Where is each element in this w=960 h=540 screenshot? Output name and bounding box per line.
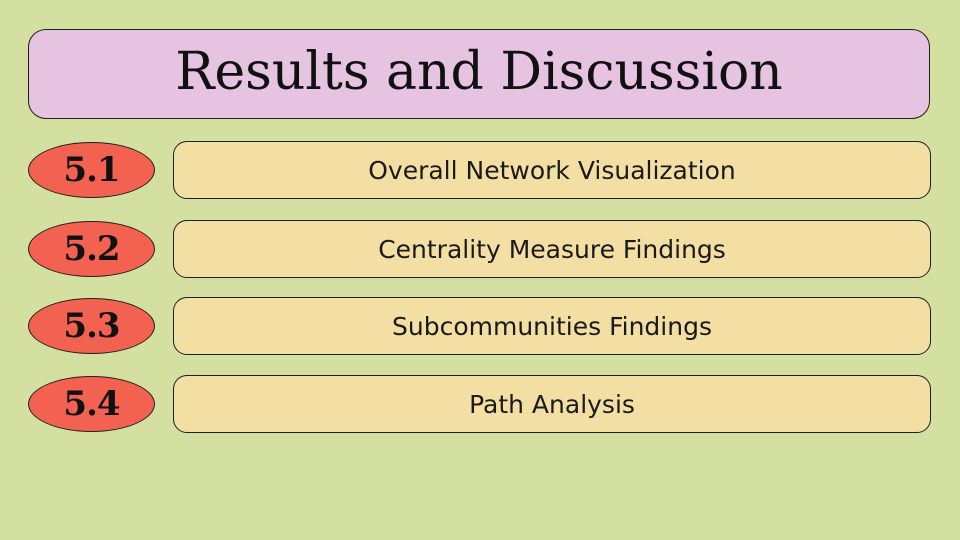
section-number-badge: 5.3	[28, 298, 155, 354]
section-number: 5.1	[63, 150, 120, 190]
section-label: Subcommunities Findings	[392, 311, 712, 341]
section-number-badge: 5.2	[28, 221, 155, 277]
agenda-item-5-1: 5.1 Overall Network Visualization	[0, 141, 960, 199]
section-number-badge: 5.1	[28, 142, 155, 198]
agenda-item-5-3: 5.3 Subcommunities Findings	[0, 297, 960, 355]
section-label-box: Subcommunities Findings	[173, 297, 931, 355]
section-number: 5.4	[63, 384, 120, 424]
section-label: Overall Network Visualization	[368, 155, 736, 185]
section-label: Centrality Measure Findings	[378, 234, 726, 264]
section-label-box: Path Analysis	[173, 375, 931, 433]
slide-title: Results and Discussion	[175, 42, 783, 102]
section-label-box: Overall Network Visualization	[173, 141, 931, 199]
section-number: 5.3	[63, 306, 120, 346]
section-number-badge: 5.4	[28, 376, 155, 432]
section-label: Path Analysis	[469, 389, 635, 419]
section-number: 5.2	[63, 229, 120, 269]
section-label-box: Centrality Measure Findings	[173, 220, 931, 278]
agenda-item-5-4: 5.4 Path Analysis	[0, 375, 960, 433]
agenda-item-5-2: 5.2 Centrality Measure Findings	[0, 220, 960, 278]
slide-title-box: Results and Discussion	[28, 29, 930, 119]
